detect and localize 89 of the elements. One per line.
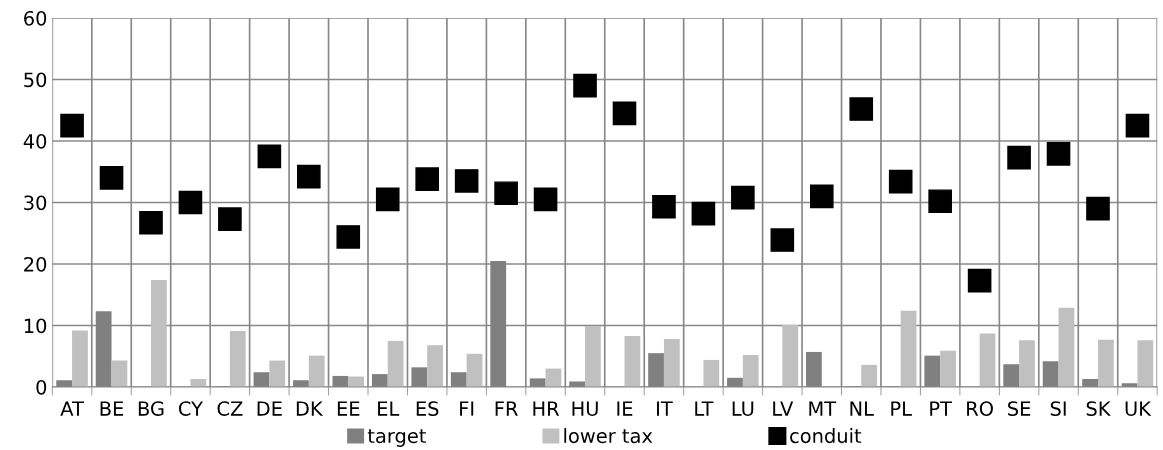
legend-label: lower tax <box>564 428 653 444</box>
point <box>533 187 558 212</box>
point <box>731 185 755 210</box>
bar <box>72 330 88 387</box>
point <box>888 169 913 194</box>
bar <box>1098 339 1114 387</box>
bar <box>703 359 720 387</box>
point <box>60 113 84 138</box>
x-tick-label: FR <box>495 401 518 416</box>
x-tick-label: IT <box>657 401 673 416</box>
x-tick-label: SE <box>1008 401 1031 416</box>
x-tick-label: NL <box>850 401 874 416</box>
bar <box>111 360 128 387</box>
bar <box>861 364 878 387</box>
bar <box>742 355 759 387</box>
y-tick-label: 40 <box>23 133 47 149</box>
bar <box>940 350 956 387</box>
bar <box>387 340 404 387</box>
point <box>573 73 597 98</box>
x-tick-label: LU <box>732 401 754 416</box>
point <box>99 166 124 190</box>
x-tick-label: LT <box>695 401 714 416</box>
x-tick-label: PL <box>891 401 912 416</box>
x-tick-label: PT <box>930 401 953 416</box>
point <box>139 210 163 235</box>
x-tick-label: RO <box>967 401 993 416</box>
bar <box>663 339 680 387</box>
point <box>967 268 992 293</box>
point <box>691 201 716 226</box>
x-tick-label: HU <box>572 401 598 416</box>
bar <box>1019 340 1035 387</box>
point <box>218 207 242 231</box>
y-tick-label: 0 <box>36 379 47 395</box>
point <box>454 169 479 193</box>
x-tick-label: EE <box>337 401 360 416</box>
x-tick-label: MT <box>809 401 837 416</box>
bar <box>427 345 443 387</box>
y-tick-label: 20 <box>24 256 47 272</box>
point <box>809 184 834 209</box>
bar <box>308 355 325 387</box>
x-tick-label: BE <box>100 401 124 416</box>
point <box>849 97 874 121</box>
bar <box>624 335 641 387</box>
legend-label: target <box>367 429 426 447</box>
point <box>297 164 321 189</box>
x-tick-label: FI <box>460 401 474 416</box>
x-tick-label: HR <box>533 401 560 416</box>
point <box>494 181 518 206</box>
x-tick-label: BG <box>138 401 164 416</box>
y-tick-label: 60 <box>24 10 47 26</box>
x-tick-label: AT <box>60 401 84 416</box>
point <box>178 190 203 215</box>
x-tick-label: UK <box>1125 401 1152 416</box>
point <box>257 144 282 169</box>
point <box>375 187 400 212</box>
point <box>336 225 361 249</box>
point <box>415 167 440 191</box>
bar <box>1058 307 1075 387</box>
x-tick-label: ES <box>416 401 439 416</box>
bar <box>229 331 246 387</box>
bar <box>150 279 167 387</box>
x-tick-label: LV <box>773 401 794 416</box>
point <box>1086 196 1110 221</box>
x-tick-label: DK <box>296 401 324 416</box>
x-tick-label: IE <box>617 401 633 416</box>
point <box>928 189 952 214</box>
y-tick-label: 10 <box>24 318 47 334</box>
x-tick-label: DE <box>257 401 282 416</box>
point <box>652 194 676 219</box>
bar <box>585 326 601 387</box>
y-tick-label: 30 <box>24 195 47 211</box>
x-tick-label: CZ <box>217 401 243 416</box>
bar <box>1137 340 1154 387</box>
x-tick-label: SI <box>1050 401 1066 416</box>
y-tick-label: 50 <box>24 72 47 88</box>
x-tick-label: SK <box>1086 401 1111 416</box>
bar <box>979 333 996 387</box>
bar <box>466 353 483 387</box>
point <box>1046 142 1071 166</box>
point <box>770 228 795 252</box>
x-tick-label: EL <box>378 401 400 416</box>
bar <box>269 360 286 387</box>
point <box>1007 145 1031 170</box>
legend-label: conduit <box>790 428 862 444</box>
bar <box>900 310 917 387</box>
point <box>1125 113 1150 138</box>
x-tick-label: CY <box>178 401 204 416</box>
point <box>612 101 637 126</box>
bar <box>782 324 799 387</box>
